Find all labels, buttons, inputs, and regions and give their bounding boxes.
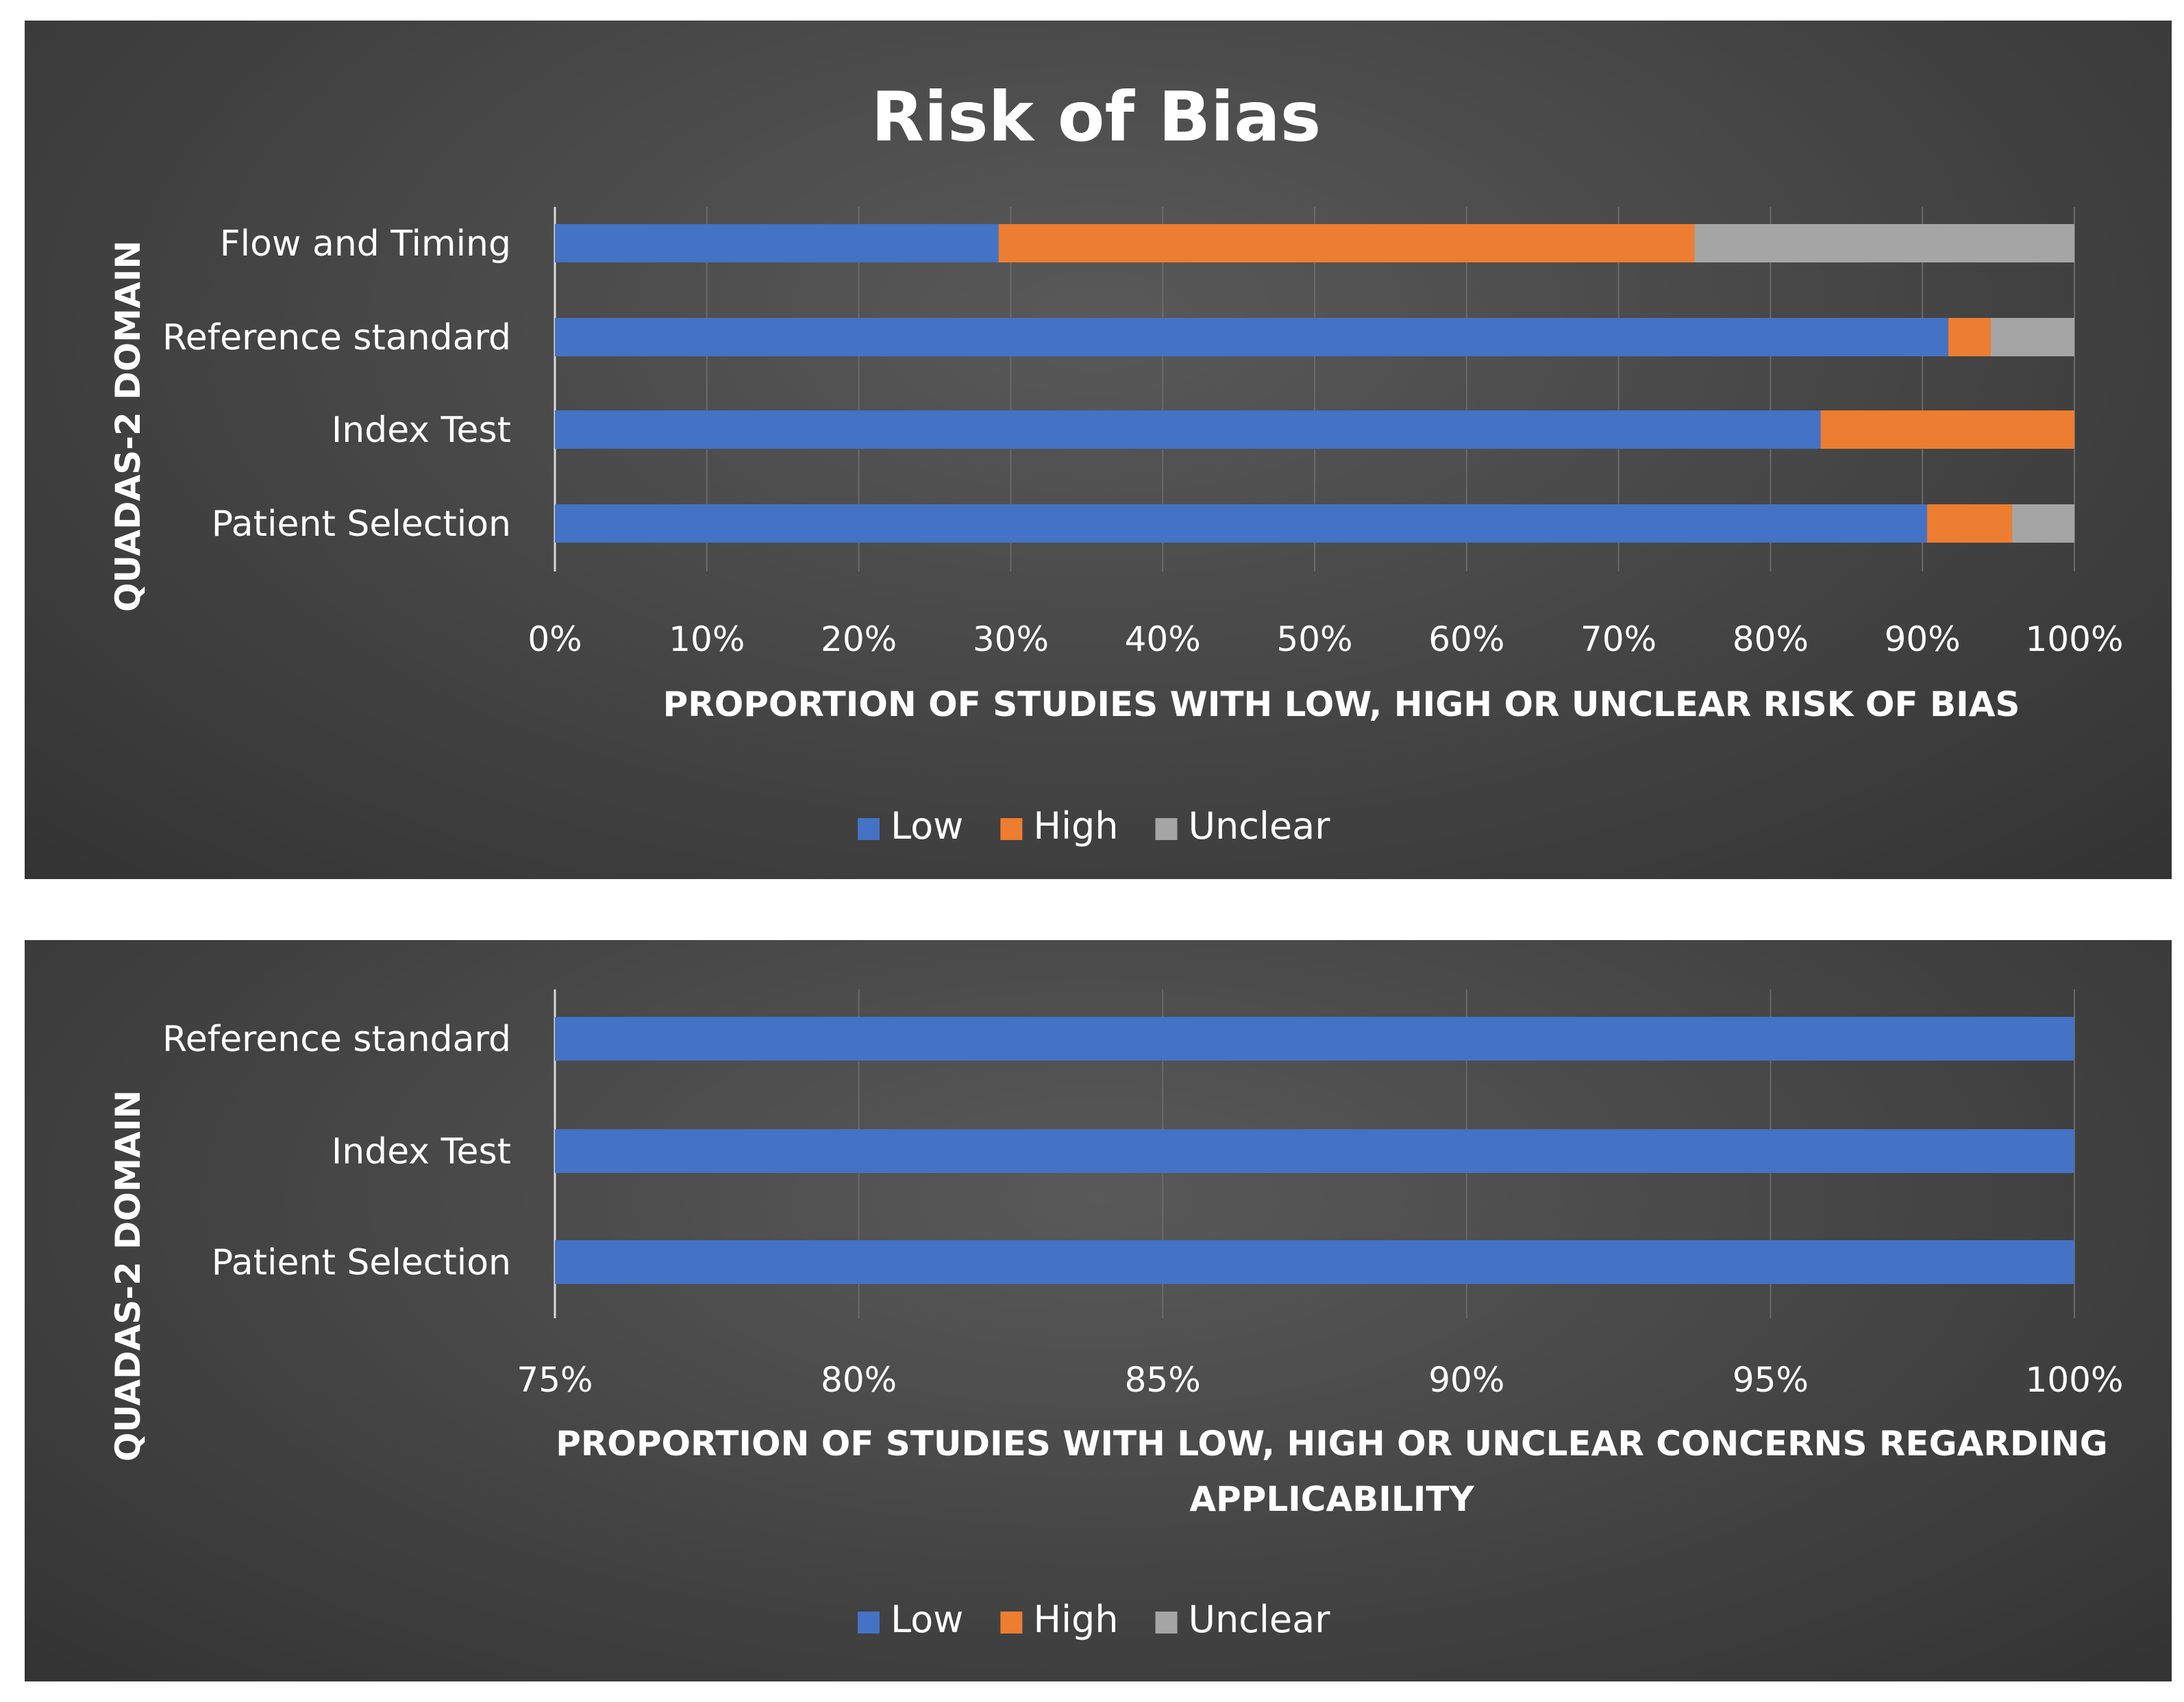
bar-patient-selection-low <box>555 504 1927 543</box>
x-tick-label: 10% <box>669 619 745 659</box>
chart-applicability: Reference standard Index Test Patient Sele… <box>108 989 2124 1641</box>
legend-label-unclear: Unclear <box>1188 1598 1330 1641</box>
legend-swatch-high <box>1000 1612 1023 1633</box>
x-tick-label: 80% <box>821 1360 897 1400</box>
bar-reference-standard-low <box>555 1017 2074 1061</box>
category-label-patient-selection: Patient Selection <box>212 1242 511 1283</box>
x-tick-label: 50% <box>1276 619 1352 659</box>
x-tick-label: 20% <box>821 619 897 659</box>
x-axis-title-line-1: PROPORTION OF STUDIES WITH LOW, HIGH OR … <box>556 1424 2108 1464</box>
x-tick-label: 100% <box>2026 1360 2124 1400</box>
bar-patient-selection-low <box>555 1240 2074 1284</box>
x-tick-label: 40% <box>1125 619 1201 659</box>
bar-index-test-low <box>555 410 1821 449</box>
bar-patient-selection-unclear <box>2012 504 2074 543</box>
chart-title: Risk of Bias <box>871 77 1321 157</box>
legend-swatch-low <box>858 818 880 840</box>
chart-panel-applicability: Reference standard Index Test Patient Sele… <box>25 940 2172 1681</box>
x-tick-label: 75% <box>517 1360 593 1400</box>
category-label-reference-standard: Reference standard <box>162 317 511 358</box>
x-tick-label: 95% <box>1733 1360 1809 1400</box>
x-tick-label: 85% <box>1125 1360 1201 1400</box>
category-label-index-test: Index Test <box>332 410 511 451</box>
x-tick-label: 100% <box>2026 619 2124 659</box>
legend-label-low: Low <box>891 804 963 848</box>
chart-risk-of-bias: Risk of Bias Flow and Timing Reference st… <box>108 77 2124 848</box>
x-tick-label: 0% <box>528 619 582 659</box>
x-tick-label: 70% <box>1580 619 1656 659</box>
bar-flow-and-timing-low <box>555 224 999 262</box>
x-axis-title: PROPORTION OF STUDIES WITH LOW, HIGH OR … <box>663 684 2020 724</box>
category-label-flow-and-timing: Flow and Timing <box>220 223 511 264</box>
category-label-patient-selection: Patient Selection <box>212 504 511 545</box>
bar-flow-and-timing-unclear <box>1694 224 2074 262</box>
x-tick-label: 60% <box>1428 619 1504 659</box>
legend-swatch-low <box>858 1612 880 1633</box>
chart-panel-risk-of-bias: Risk of Bias Flow and Timing Reference st… <box>25 21 2172 879</box>
category-label-index-test: Index Test <box>332 1131 511 1172</box>
x-tick-label: 90% <box>1428 1360 1504 1400</box>
x-axis-title-line-2: APPLICABILITY <box>1189 1479 1474 1519</box>
legend-label-unclear: Unclear <box>1188 804 1330 848</box>
bar-patient-selection-high <box>1926 504 2013 543</box>
y-axis-title: QUADAS-2 DOMAIN <box>108 1090 148 1462</box>
bar-reference-standard-high <box>1948 318 1991 356</box>
legend-swatch-unclear <box>1155 818 1178 840</box>
bar-flow-and-timing-high <box>998 224 1695 262</box>
legend-swatch-high <box>1000 818 1023 840</box>
bar-reference-standard-unclear <box>1991 318 2074 356</box>
x-tick-label: 90% <box>1885 619 1961 659</box>
bar-index-test-high <box>1820 410 2074 449</box>
x-tick-label: 80% <box>1733 619 1809 659</box>
legend-label-high: High <box>1033 804 1118 848</box>
y-axis-title: QUADAS-2 DOMAIN <box>108 241 148 612</box>
legend-label-low: Low <box>891 1598 963 1641</box>
legend-label-high: High <box>1033 1598 1118 1641</box>
x-tick-label: 30% <box>973 619 1049 659</box>
bar-reference-standard-low <box>555 318 1948 356</box>
category-label-reference-standard: Reference standard <box>162 1019 511 1060</box>
legend-swatch-unclear <box>1155 1612 1178 1633</box>
bar-index-test-low <box>555 1129 2074 1173</box>
